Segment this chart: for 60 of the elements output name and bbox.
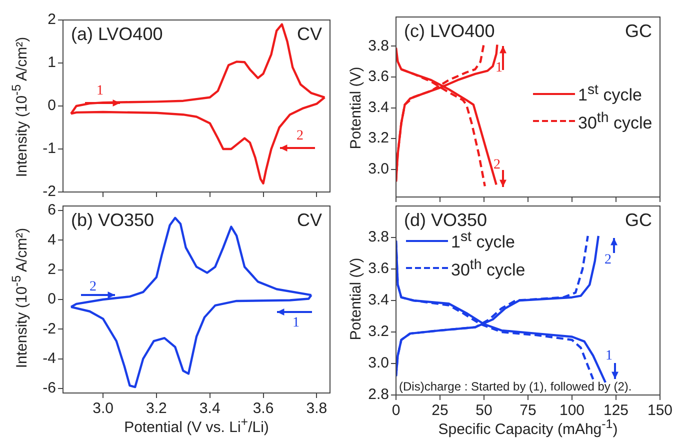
x-tick-label: 3.4 [199,400,220,418]
legend-label: 30$^{th}$ cycle [451,256,526,280]
y-tick-label: -4 [42,350,56,368]
x-tick-label: 25 [432,402,448,420]
x-tick-label: 3.0 [92,400,114,418]
y-tick-label: 0 [48,97,56,114]
y-tick-label: 3.2 [368,130,389,147]
annotation: 1 [496,60,502,76]
legend-label: 1$^{st}$ cycle [578,82,642,106]
y-tick-label: 6 [48,202,56,219]
y-tick-label: 3.8 [368,228,389,246]
y-axis-title: Potential (V) [348,66,364,150]
y-tick-label: 3.2 [368,323,389,340]
x-tick-label: 75 [520,402,536,420]
x-tick-label: 3.2 [146,400,167,418]
annotation: (d) VO350 [404,210,488,230]
annotation: 1 [96,84,104,99]
annotation: CV [296,210,322,230]
x-tick-label: 3.8 [306,400,328,418]
annotation: 1 [606,348,612,364]
annotation: (Dis)charge : Started by (1), followed by (2). [399,379,632,394]
y-tick-label: 1 [48,54,56,72]
legend-label: 30$^{th}$ cycle [578,110,652,134]
annotation: 1 [292,316,300,331]
y-tick-label: 3.6 [368,68,389,86]
y-tick-label: -1 [42,140,56,158]
y-tick-label: 0 [48,290,56,308]
x-tick-label: 125 [603,402,629,420]
x-axis-title: Specific Capacity (mAhg$^{-1}$) [438,417,618,438]
x-tick-label: 50 [476,402,492,420]
legend-label: 1$^{st}$ cycle [451,229,515,253]
annotation: CV [296,24,322,44]
y-tick-label: 3.6 [368,260,389,278]
x-axis-title: Potential (V vs. Li$^{+}$/Li) [124,415,269,436]
annotation: (c) LVO400 [404,20,495,41]
y-tick-label: 4 [48,231,56,248]
y-tick-label: 3.0 [368,354,389,372]
annotation: 2 [494,158,500,173]
annotation: 2 [90,280,96,295]
y-tick-label: -6 [42,380,56,397]
x-tick-label: 0 [392,402,400,420]
x-tick-label: 150 [647,402,673,420]
annotation: GC [625,20,652,41]
annotation: 2 [604,252,612,268]
y-tick-label: 2.8 [368,386,389,404]
y-tick-label: 3.0 [368,160,389,178]
annotation: (a) LVO400 [71,24,163,44]
y-tick-label: 2 [48,260,56,278]
annotation: 2 [296,128,304,144]
y-tick-label: -2 [42,183,56,200]
y-tick-label: 3.8 [368,37,389,54]
y-tick-label: -2 [42,320,56,338]
x-tick-label: 100 [559,402,585,420]
y-tick-label: 3.4 [368,292,389,309]
y-axis-title: Potential (V) [348,258,364,340]
y-tick-label: 2 [48,11,56,28]
annotation: GC [625,210,652,230]
annotation: (b) VO350 [71,210,154,230]
x-tick-label: 3.6 [252,400,274,418]
y-tick-label: 3.4 [368,98,389,116]
